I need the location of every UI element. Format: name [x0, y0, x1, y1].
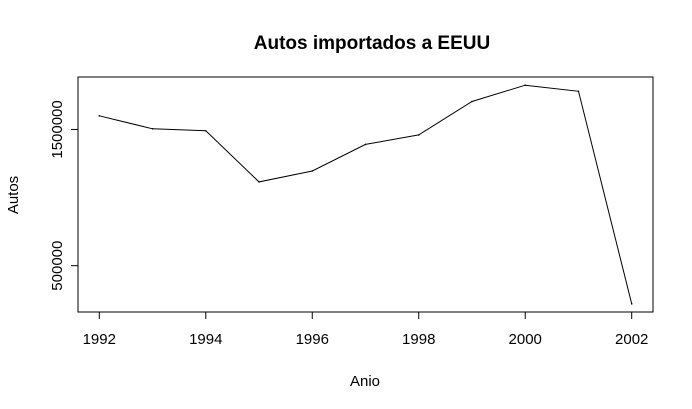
data-point	[151, 127, 154, 130]
plot-frame	[77, 76, 654, 313]
series-points	[98, 84, 633, 305]
x-tick-label: 2000	[509, 331, 542, 348]
x-axis-label: Anio	[350, 373, 380, 390]
y-tick-label: 1500000	[49, 100, 66, 158]
data-point	[258, 181, 260, 183]
data-point	[364, 143, 367, 146]
x-tick-label: 2002	[615, 331, 648, 348]
x-tick-label: 1998	[402, 331, 435, 348]
data-point	[204, 130, 207, 132]
data-point	[524, 84, 527, 86]
y-axis-label: Autos	[5, 176, 22, 214]
chart-title: Autos importados a EEUU	[254, 33, 490, 54]
x-tick-label: 1996	[296, 331, 329, 348]
series-line	[99, 84, 633, 304]
data-point	[630, 303, 633, 305]
x-axis: 1992 1994 1996 1998 2000 2002	[83, 312, 648, 348]
y-tick-label: 500000	[49, 241, 66, 291]
data-point	[471, 100, 473, 103]
data-point	[311, 170, 314, 172]
data-point	[577, 90, 580, 93]
data-point	[417, 134, 420, 136]
x-tick-label: 1994	[189, 331, 222, 348]
data-point	[98, 115, 101, 117]
y-axis: 500000 1500000	[49, 100, 78, 291]
x-tick-label: 1992	[83, 331, 116, 348]
